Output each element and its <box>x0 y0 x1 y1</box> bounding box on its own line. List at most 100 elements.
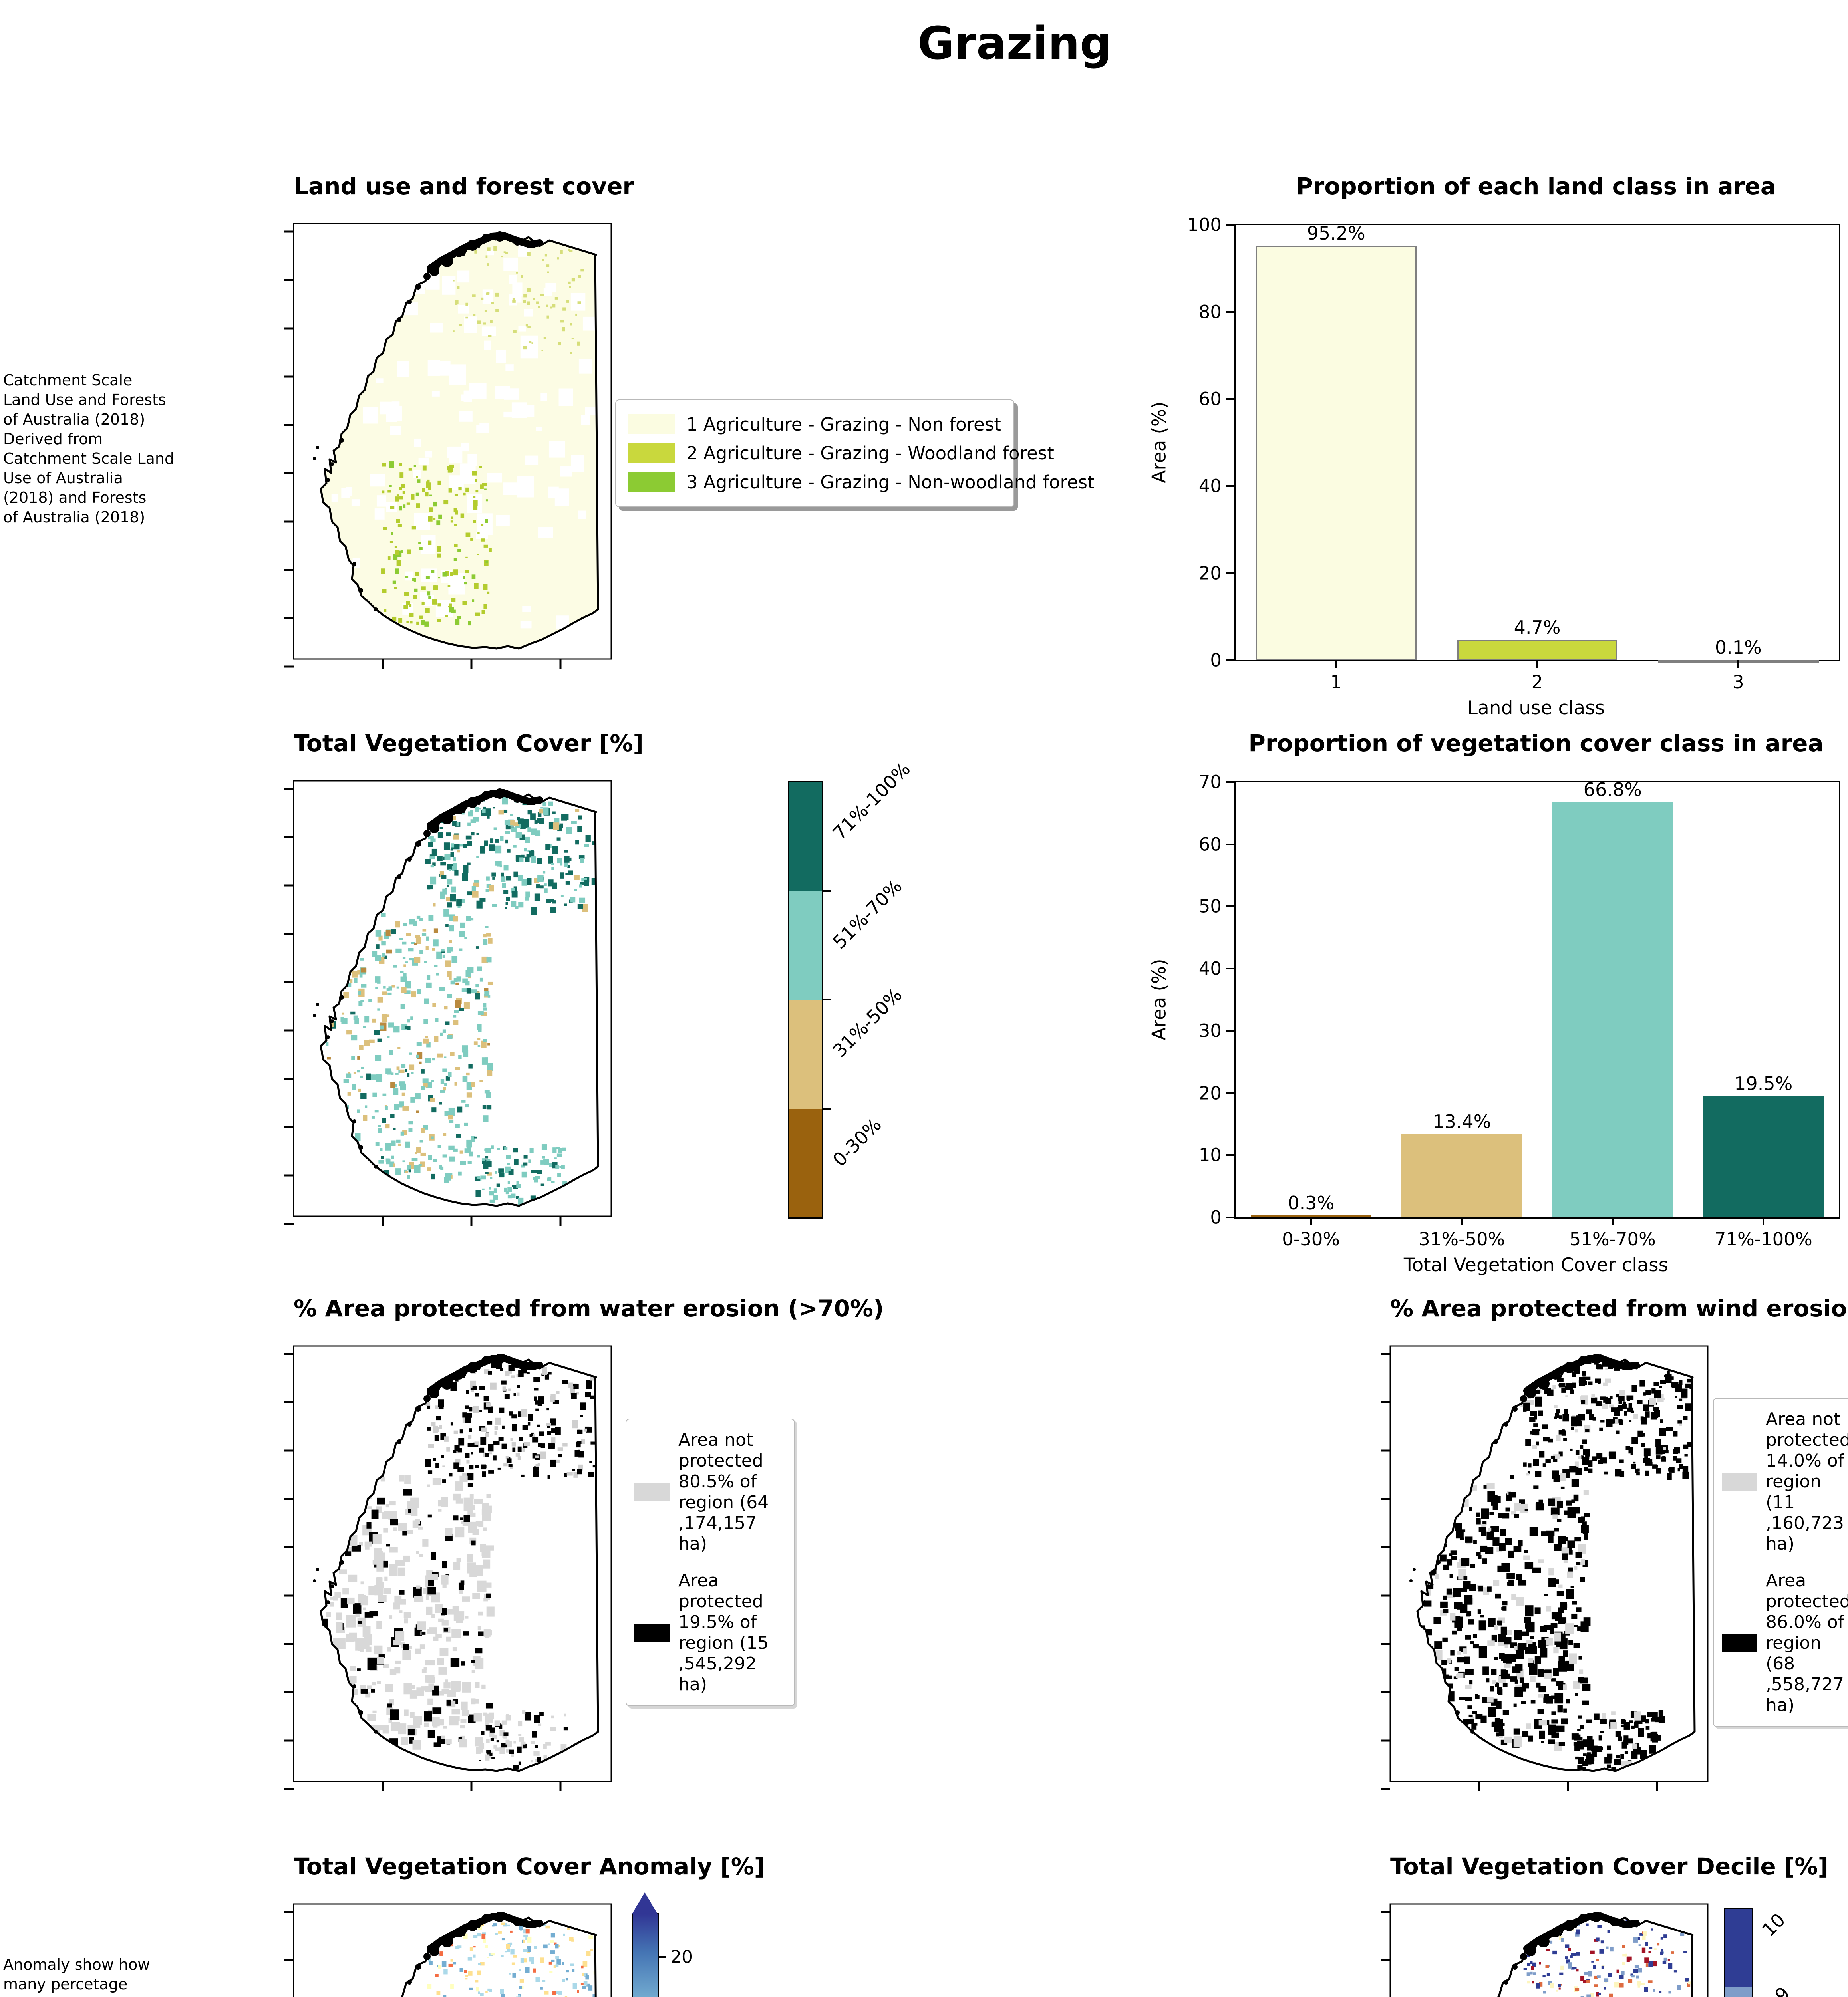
landuse-side-note: Catchment Scale Land Use and Forests of … <box>3 371 175 526</box>
decile-map <box>1381 1903 1709 1997</box>
landclass-chart-title: Proportion of each land class in area <box>1296 173 1776 200</box>
legend-item: 3 Agriculture - Grazing - Non-woodland f… <box>628 472 1095 493</box>
x-tick <box>1763 1217 1765 1225</box>
y-tick-label: 40 <box>1198 958 1222 979</box>
colorbar-tick <box>822 1108 831 1110</box>
colorbar-tick <box>658 1956 666 1958</box>
y-tick-label: 60 <box>1198 834 1222 855</box>
y-tick <box>1226 572 1234 574</box>
map-figure <box>284 1345 612 1791</box>
legend-swatch <box>628 414 675 435</box>
legend-swatch <box>1722 1634 1757 1652</box>
colorbar-label: 71%-100% <box>828 758 915 844</box>
water-map-title: % Area protected from water erosion (>70… <box>294 1295 884 1322</box>
colorbar-tick <box>822 890 831 892</box>
anomaly-colorbar: 20100−10−20 <box>632 1892 693 1997</box>
legend-item: Area not protected 14.0% of region (11 ,… <box>1722 1409 1848 1554</box>
landuse-map-title: Land use and forest cover <box>294 173 634 200</box>
y-tick <box>1226 311 1234 313</box>
x-tick-label: 0-30% <box>1282 1229 1340 1250</box>
colorbar-label: 8-9 <box>1758 1983 1794 1997</box>
legend-item: 1 Agriculture - Grazing - Non forest <box>628 414 1001 435</box>
legend-label: Area protected 19.5% of region (15 ,545,… <box>678 1570 769 1695</box>
legend-swatch <box>1722 1473 1757 1491</box>
colorbar-segment <box>789 782 822 891</box>
map-figure <box>1381 1903 1709 1997</box>
legend-item: 2 Agriculture - Grazing - Woodland fores… <box>628 443 1054 464</box>
legend-swatch <box>628 472 675 492</box>
wind-erosion-legend: Area not protected 14.0% of region (11 ,… <box>1713 1398 1848 1727</box>
bar-value-label: 95.2% <box>1307 222 1365 244</box>
colorbar-segment <box>789 1000 822 1109</box>
vegclass-chart-ylabel: Area (%) <box>1148 959 1170 1040</box>
y-tick <box>1226 1217 1234 1218</box>
y-tick <box>1226 1030 1234 1032</box>
y-tick-label: 30 <box>1198 1020 1222 1042</box>
landuse-legend: 1 Agriculture - Grazing - Non forest 2 Ag… <box>615 399 1095 507</box>
landclass-chart-ylabel: Area (%) <box>1148 401 1170 483</box>
y-tick-label: 10 <box>1198 1144 1222 1166</box>
water-erosion-legend: Area not protected 80.5% of region (64 ,… <box>626 1419 795 1706</box>
y-tick <box>1226 485 1234 487</box>
vegclass-bar-chart: 0 10 20 30 40 50 60 70 0.3% 0-30% 13.4% 31%-50% 66.8… <box>1199 772 1840 1250</box>
bar-31%-50% <box>1401 1134 1522 1217</box>
map-figure <box>284 780 612 1226</box>
colorbar-segment <box>789 891 822 1000</box>
colorbar-label: 0-30% <box>828 1113 886 1171</box>
x-tick <box>1536 660 1538 668</box>
legend-label: Area protected 86.0% of region (68 ,558,… <box>1766 1570 1848 1715</box>
y-tick <box>1226 398 1234 400</box>
y-tick <box>1226 1092 1234 1094</box>
y-tick <box>1226 224 1234 226</box>
anomaly-side-note: Anomaly show how many percetage points e… <box>3 1956 150 1997</box>
bar-51%-70% <box>1552 802 1673 1217</box>
bar-0-30% <box>1250 1215 1371 1217</box>
decile-map-title: Total Vegetation Cover Decile [%] <box>1390 1853 1828 1880</box>
x-tick-label: 2 <box>1531 671 1543 693</box>
colorbar-label: 10 <box>1757 1909 1790 1941</box>
x-tick-label: 1 <box>1330 671 1342 693</box>
x-tick <box>1737 660 1739 668</box>
bar-value-label: 0.3% <box>1288 1192 1335 1214</box>
y-tick <box>1226 781 1234 783</box>
y-tick <box>1226 1154 1234 1156</box>
y-tick-label: 20 <box>1198 562 1222 584</box>
page-title: Grazing <box>917 18 1112 69</box>
colorbar-arrow-up <box>632 1892 658 1914</box>
landuse-map <box>284 223 612 669</box>
bar-1 <box>1256 246 1417 660</box>
wind-erosion-map <box>1381 1345 1709 1791</box>
y-tick-label: 60 <box>1198 388 1222 410</box>
vegclass-chart-xlabel: Total Vegetation Cover class <box>1403 1254 1669 1276</box>
y-tick-label: 50 <box>1198 895 1222 917</box>
legend-swatch <box>628 443 675 463</box>
colorbar-segment <box>1725 1987 1752 1997</box>
wind-map-title: % Area protected from wind erosion (>50%… <box>1390 1295 1848 1322</box>
x-tick <box>1335 660 1337 668</box>
y-tick-label: 0 <box>1210 649 1222 671</box>
colorbar-segment <box>1725 1909 1752 1987</box>
anomaly-map <box>284 1903 612 1997</box>
y-tick <box>1226 659 1234 661</box>
water-erosion-map <box>284 1345 612 1791</box>
anomaly-map-title: Total Vegetation Cover Anomaly [%] <box>294 1853 765 1880</box>
y-tick-label: 20 <box>1198 1082 1222 1104</box>
map-figure <box>284 223 612 669</box>
y-tick-label: 100 <box>1187 214 1222 236</box>
map-figure <box>1381 1345 1709 1791</box>
colorbar-tick-label: 20 <box>670 1947 693 1967</box>
x-tick-label: 71%-100% <box>1714 1229 1812 1250</box>
x-tick <box>1612 1217 1614 1225</box>
vegcover-map <box>284 780 612 1226</box>
y-tick <box>1226 843 1234 845</box>
legend-swatch <box>634 1624 670 1642</box>
y-tick-label: 70 <box>1198 771 1222 793</box>
legend-item: Area not protected 80.5% of region (64 ,… <box>634 1430 786 1554</box>
bar-value-label: 66.8% <box>1583 778 1642 800</box>
y-tick-label: 80 <box>1198 301 1222 323</box>
colorbar-label: 31%-50% <box>828 984 906 1062</box>
bar-value-label: 13.4% <box>1433 1111 1491 1133</box>
colorbar-gradient <box>632 1913 659 1997</box>
legend-label: 1 Agriculture - Grazing - Non forest <box>686 413 1001 435</box>
landclass-bar-chart: 0 20 40 60 80 100 95.2% 1 4.7% 2 0.1% 3 <box>1187 214 1840 693</box>
